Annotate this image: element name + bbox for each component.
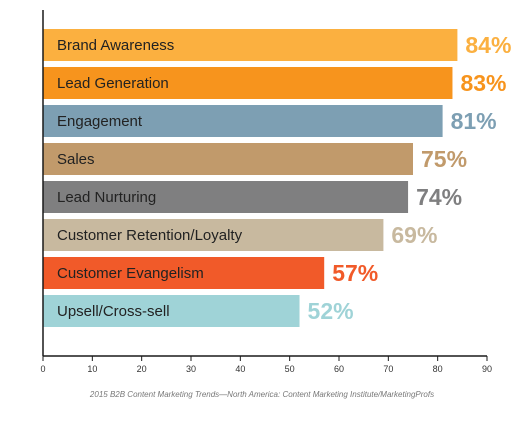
bar-category-label: Brand Awareness	[57, 37, 174, 54]
bar-5	[43, 219, 384, 251]
x-axis-ticks: 0 10 20 30 40 50 60 70 80 90	[40, 356, 492, 374]
bar-category-label: Sales	[57, 151, 95, 168]
bar-value-label: 52%	[308, 298, 354, 324]
bar-1	[43, 67, 453, 99]
x-tick-label: 50	[285, 364, 295, 374]
bar-value-label: 57%	[332, 260, 378, 286]
bar-3	[43, 143, 413, 175]
bar-4	[43, 181, 409, 213]
x-tick-label: 30	[186, 364, 196, 374]
bar-6	[43, 257, 325, 289]
bar-0	[43, 29, 458, 61]
bar-7	[43, 295, 300, 327]
bar-value-label: 75%	[421, 146, 467, 172]
bar-category-label: Engagement	[57, 113, 143, 130]
bar-category-label: Lead Nurturing	[57, 189, 156, 206]
bar-2	[43, 105, 443, 137]
bar-value-label: 83%	[460, 70, 506, 96]
x-tick-label: 90	[482, 364, 492, 374]
source-note: 2015 B2B Content Marketing Trends—North …	[89, 390, 434, 399]
bar-category-label: Customer Evangelism	[57, 265, 204, 282]
x-tick-label: 70	[383, 364, 393, 374]
bar-value-label: 84%	[465, 32, 511, 58]
x-tick-label: 10	[87, 364, 97, 374]
bar-category-label: Lead Generation	[57, 75, 169, 92]
bars-layer: Brand Awareness 84% Lead Generation 83% Enga…	[43, 29, 511, 327]
x-tick-label: 40	[235, 364, 245, 374]
x-tick-label: 60	[334, 364, 344, 374]
bar-category-label: Upsell/Cross-sell	[57, 303, 170, 320]
bar-value-label: 74%	[416, 184, 462, 210]
bar-category-label: Customer Retention/Loyalty	[57, 227, 243, 244]
bar-value-label: 81%	[451, 108, 497, 134]
x-tick-label: 0	[40, 364, 45, 374]
x-tick-label: 80	[433, 364, 443, 374]
bar-value-label: 69%	[391, 222, 437, 248]
x-tick-label: 20	[137, 364, 147, 374]
